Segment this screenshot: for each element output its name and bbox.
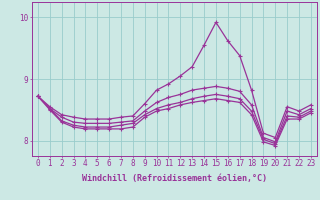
X-axis label: Windchill (Refroidissement éolien,°C): Windchill (Refroidissement éolien,°C) <box>82 174 267 183</box>
